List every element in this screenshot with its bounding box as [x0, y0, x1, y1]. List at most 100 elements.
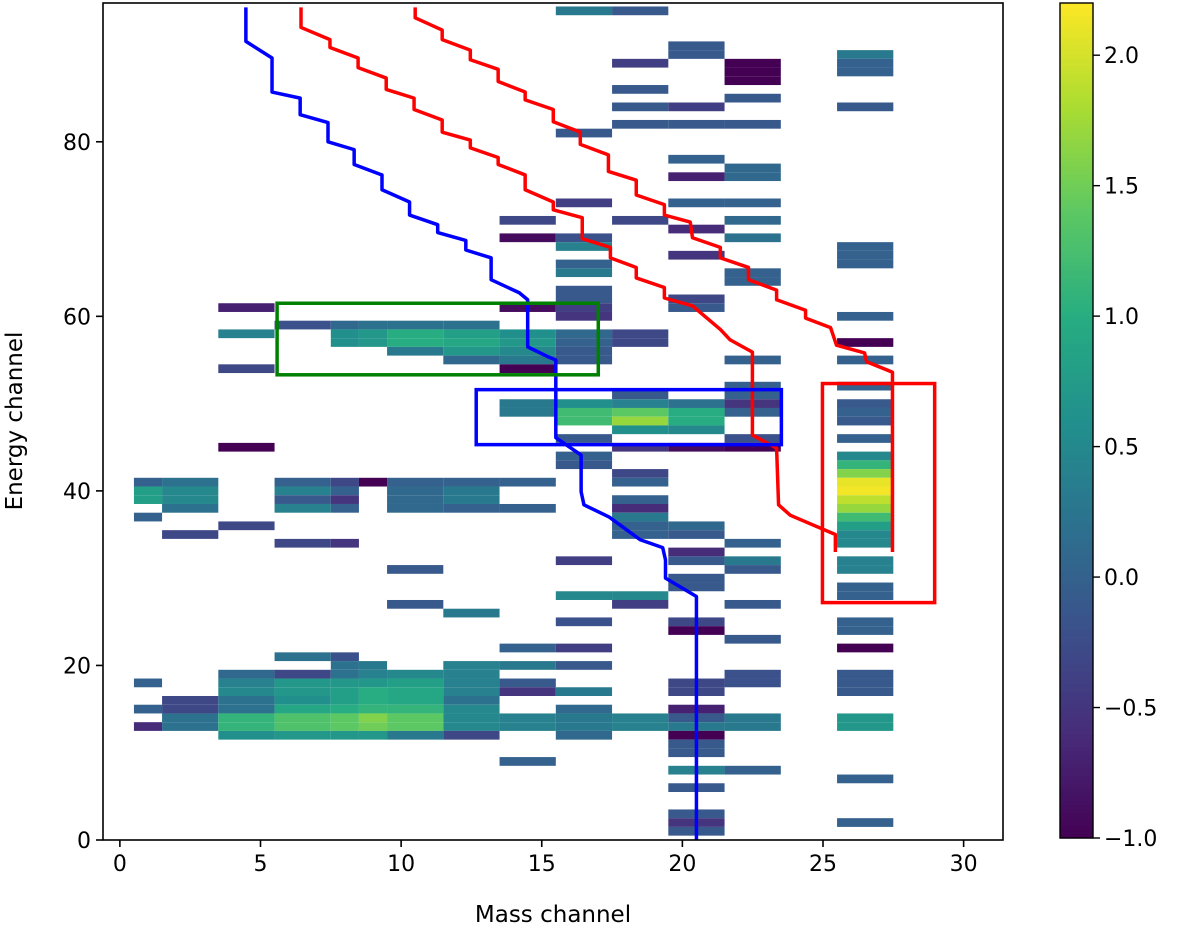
heatmap-cell	[218, 695, 275, 705]
colorbar-segment	[1060, 433, 1093, 438]
heatmap-cell	[387, 713, 444, 723]
colorbar-segment	[1060, 119, 1093, 125]
colorbar-segment	[1060, 186, 1093, 192]
heatmap-cell	[837, 259, 894, 269]
colorbar-segment	[1060, 729, 1093, 735]
colorbar-segment	[1060, 508, 1093, 513]
heatmap-cell	[358, 713, 388, 723]
heatmap-cell	[612, 591, 669, 600]
colorbar-segment	[1060, 716, 1093, 722]
heatmap-cell	[443, 678, 500, 688]
heatmap-cell	[837, 381, 894, 391]
x-axis-label: Mass channel	[475, 902, 631, 928]
heatmap-cell	[330, 687, 359, 696]
colorbar-segment	[1060, 437, 1093, 442]
heatmap-cell	[668, 573, 725, 583]
heatmap-cell	[443, 320, 500, 330]
heatmap-cell	[443, 329, 500, 339]
heatmap-cell	[612, 416, 669, 426]
colorbar-segment	[1060, 767, 1093, 772]
colorbar-segment	[1060, 587, 1093, 593]
colorbar-segment	[1060, 128, 1093, 134]
x-tick-label: 20	[668, 852, 696, 877]
heatmap-cell	[724, 198, 781, 208]
heatmap-cell	[555, 285, 613, 295]
heatmap-cell	[837, 58, 894, 68]
colorbar-segment	[1060, 211, 1093, 217]
colorbar-segment	[1060, 658, 1093, 664]
heatmap-cell	[387, 722, 444, 731]
heatmap-cell	[218, 730, 275, 740]
heatmap-cell	[668, 425, 725, 435]
heatmap-cell	[724, 233, 781, 243]
colorbar-tick-label: 1.5	[1104, 175, 1139, 200]
colorbar-segment	[1060, 73, 1093, 79]
colorbar-segment	[1060, 783, 1093, 789]
heatmap-cell	[133, 495, 163, 504]
colorbar-segment	[1060, 90, 1093, 96]
colorbar-segment	[1060, 65, 1093, 71]
heatmap-cell	[837, 818, 894, 827]
heatmap-cell	[443, 704, 500, 714]
colorbar-segment	[1060, 295, 1093, 301]
heatmap-cell	[443, 687, 500, 696]
colorbar-segment	[1060, 261, 1093, 267]
colorbar-segment	[1060, 704, 1093, 710]
heatmap-cell	[837, 250, 894, 260]
colorbar-segment	[1060, 771, 1093, 776]
heatmap-cell	[387, 486, 444, 496]
colorbar-segment	[1060, 28, 1093, 33]
overlay-lines	[244, 7, 937, 840]
heatmap-cell	[724, 93, 781, 103]
heatmap-cell	[218, 303, 275, 312]
colorbar-segment	[1060, 345, 1093, 351]
colorbar-segment	[1060, 800, 1093, 806]
heatmap-cell	[612, 338, 669, 347]
heatmap-cell	[387, 704, 444, 714]
heatmap-cell	[499, 477, 556, 487]
heatmap-cell	[133, 678, 163, 688]
colorbar-segment	[1060, 750, 1093, 756]
heatmap-cell	[499, 713, 556, 723]
heatmap-cell	[387, 503, 444, 513]
colorbar-segment	[1060, 558, 1093, 564]
colorbar-tick-label: 2.0	[1104, 44, 1139, 69]
heatmap-cell	[668, 407, 725, 417]
colorbar-segment	[1060, 416, 1093, 422]
colorbar-segment	[1060, 529, 1093, 534]
heatmap-cell	[837, 774, 894, 784]
heatmap-cell	[724, 599, 781, 609]
heatmap-cell	[330, 538, 359, 548]
colorbar-segment	[1060, 236, 1093, 242]
colorbar-segment	[1060, 303, 1093, 309]
heatmap-cell	[133, 477, 163, 487]
heatmap-cell	[274, 320, 331, 330]
colorbar-segment	[1060, 721, 1093, 726]
colorbar-segment	[1060, 111, 1093, 117]
colorbar-segment	[1060, 299, 1093, 305]
heatmap-cell	[837, 338, 894, 347]
heatmap-cell	[218, 364, 275, 374]
colorbar-segment	[1060, 474, 1093, 480]
heatmap-cell	[387, 599, 444, 609]
colorbar-segment	[1060, 829, 1093, 835]
colorbar-segment	[1060, 19, 1093, 25]
heatmap-cell	[837, 669, 894, 679]
colorbar-segment	[1060, 566, 1093, 572]
colorbar-segment	[1060, 378, 1093, 384]
colorbar-segment	[1060, 370, 1093, 376]
colorbar-segment	[1060, 504, 1093, 509]
heatmap-cell	[218, 713, 275, 723]
colorbar-segment	[1060, 641, 1093, 647]
y-tick-label: 0	[77, 829, 91, 854]
heatmap-cell	[555, 704, 613, 714]
colorbar-segment	[1060, 804, 1093, 810]
y-tick-label: 60	[63, 305, 91, 330]
heatmap-cell	[837, 512, 894, 522]
heatmap-cell	[330, 486, 359, 496]
heatmap-cell	[162, 695, 219, 705]
colorbar-segment	[1060, 741, 1093, 747]
heatmap-cell	[724, 678, 781, 688]
heatmap-cell	[162, 503, 219, 513]
heatmap-cell	[612, 512, 669, 522]
